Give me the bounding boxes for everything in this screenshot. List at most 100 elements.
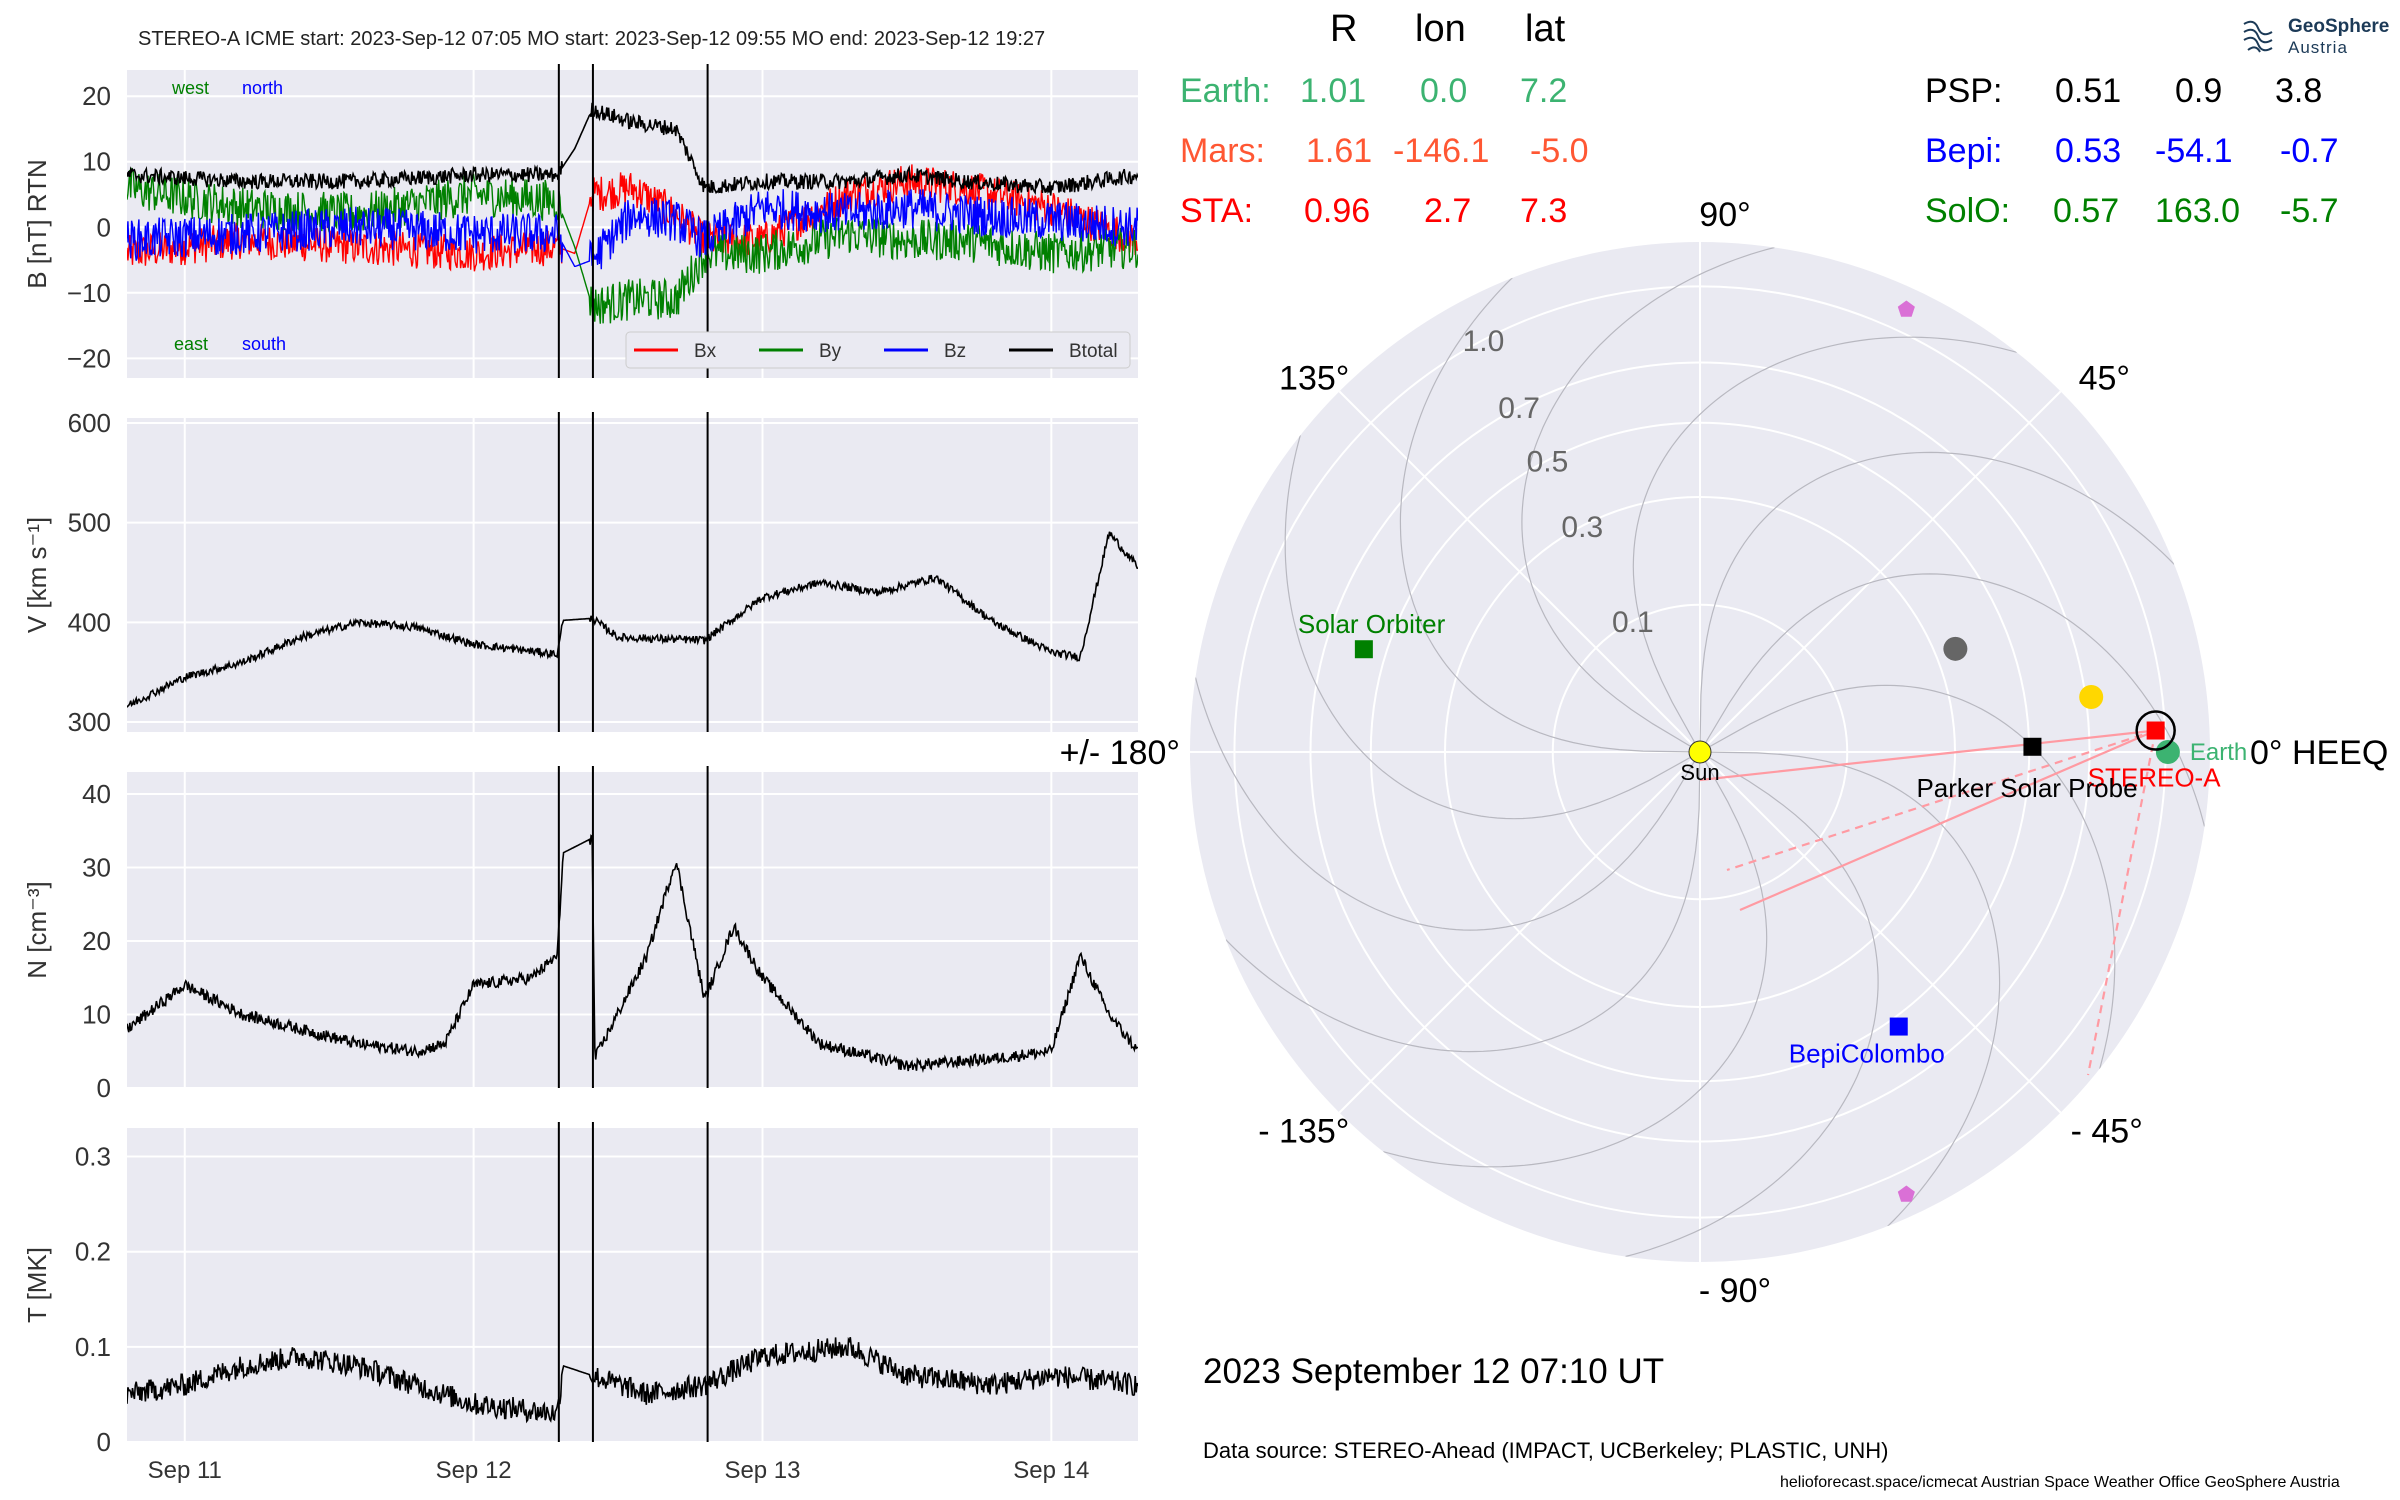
series-line-bz [127, 189, 1138, 270]
x-tick-label: Sep 13 [724, 1457, 800, 1484]
panel-n: 0 10 20 30 40 N [cm⁻³] [22, 766, 1138, 1103]
radial-label: 0.1 [1612, 606, 1654, 639]
parker-spiral [1225, 751, 1701, 1053]
marker-sun [1688, 740, 1712, 764]
stereo-a-ring [2135, 710, 2176, 751]
sta-name: STA: [1180, 192, 1254, 230]
y-tick-label: 600 [68, 408, 111, 438]
legend-box [625, 331, 1131, 369]
fov-line [1739, 729, 2157, 912]
series-line-t [127, 1336, 1138, 1424]
geosphere-logo: GeoSphere Austria [2238, 12, 2389, 62]
parker-spiral [1625, 751, 1879, 1258]
data-source: Data source: STEREO-Ahead (IMPACT, UCBer… [1203, 1438, 1889, 1463]
series-line-n [127, 834, 1138, 1074]
label-earth: Earth [2190, 739, 2247, 766]
radial-label: 0.7 [1498, 392, 1540, 425]
solo-lon: 163.0 [2155, 192, 2241, 230]
marker-planet [2079, 685, 2104, 710]
y-tick-label: 10 [82, 147, 111, 177]
radial-label: 1.0 [1463, 325, 1505, 358]
x-tick-label: Sep 12 [436, 1457, 512, 1484]
radial-label: 0.5 [1527, 445, 1569, 478]
angular-gridline [1338, 751, 1701, 1114]
marker-parker-solar-probe [2023, 737, 2042, 756]
bepi-lon: -54.1 [2155, 132, 2233, 170]
fov-line [2086, 730, 2157, 1076]
angular-gridline [1338, 390, 1701, 753]
annotation-south: south [242, 334, 286, 354]
label-bepicolombo: BepiColombo [1789, 1039, 1945, 1069]
marker-solar-orbiter [1354, 640, 1373, 659]
psp-r: 0.51 [2055, 72, 2122, 110]
solo-lat: -5.7 [2280, 192, 2339, 230]
angle-label: 90° [1699, 196, 1750, 234]
earth-r: 1.01 [1300, 72, 1367, 110]
plot-timestamp: 2023 September 12 07:10 UT [1203, 1352, 1665, 1391]
y-tick-label: 0 [97, 1427, 111, 1457]
parker-spiral [1699, 573, 2206, 827]
solo-name: SolO: [1925, 192, 2011, 230]
y-tick-label: 40 [82, 779, 111, 809]
y-tick-label: 400 [68, 607, 111, 637]
y-tick-label: 0 [97, 1073, 111, 1103]
earth-name: Earth: [1180, 72, 1271, 110]
angle-label: - 90° [1699, 1272, 1771, 1310]
x-tick-label: Sep 11 [148, 1457, 222, 1484]
logo-subtitle: Austria [2288, 38, 2348, 57]
parker-spiral [1521, 246, 1775, 753]
parker-spiral [1194, 677, 1701, 931]
annotation-north: north [242, 78, 283, 98]
angle-label: 45° [2079, 359, 2130, 397]
parker-spiral [1699, 751, 2001, 1227]
angle-label: +/- 180° [1060, 734, 1180, 772]
angle-label: - 135° [1258, 1113, 1349, 1151]
geosphere-logo-mark-icon [2243, 20, 2273, 53]
parker-spiral [1699, 451, 2175, 753]
marker-violet-pentagon [1897, 1185, 1915, 1202]
bepi-lat: -0.7 [2280, 132, 2339, 170]
marker-stereo-a [2146, 721, 2165, 740]
panel-background [127, 418, 1138, 732]
angle-label: 135° [1279, 359, 1349, 397]
marker-planet [1943, 636, 1968, 661]
timeseries-header: STEREO-A ICME start: 2023-Sep-12 07:05 M… [138, 28, 1046, 50]
y-axis-label: T [MK] [22, 1247, 52, 1323]
psp-name: PSP: [1925, 72, 2003, 110]
legend: Bx By Bz Btotal [625, 331, 1131, 369]
label-solar-orbiter: Solar Orbiter [1298, 609, 1446, 639]
sta-lat: 7.3 [1520, 192, 1568, 230]
footer-credits: helioforecast.space/icmecat Austrian Spa… [1780, 1474, 2340, 1491]
table-header-r: R [1330, 8, 1358, 50]
y-tick-label: 10 [82, 1000, 111, 1030]
y-tick-label: 30 [82, 853, 111, 883]
y-axis-label: B [nT] RTN [22, 159, 52, 289]
psp-lat: 3.8 [2275, 72, 2323, 110]
mars-lat: -5.0 [1530, 132, 1589, 170]
legend-label-bz: Bz [944, 341, 966, 362]
y-tick-label: −10 [67, 278, 111, 308]
mars-r: 1.61 [1306, 132, 1373, 170]
parker-spiral [1383, 751, 1768, 1168]
panel-background [127, 772, 1138, 1088]
marker-violet-pentagon [1897, 300, 1915, 317]
angular-gridline [1699, 751, 2062, 1114]
parker-spiral [1399, 277, 1701, 753]
parker-spiral [1699, 684, 2116, 1069]
series-line-bx [127, 164, 1138, 272]
panel-b: −20 −10 0 10 20 B [nT] RTN [22, 64, 1138, 378]
y-tick-label: 500 [68, 508, 111, 538]
solo-r: 0.57 [2053, 192, 2120, 230]
marker-bepicolombo [1889, 1017, 1908, 1036]
angle-label: - 45° [2071, 1113, 2143, 1151]
table-header-lat: lat [1525, 8, 1566, 50]
legend-label-bx: Bx [694, 341, 717, 362]
x-tick-label: Sep 14 [1013, 1457, 1089, 1484]
psp-lon: 0.9 [2175, 72, 2223, 110]
y-axis-label: V [km s⁻¹] [22, 517, 52, 633]
mars-lon: -146.1 [1393, 132, 1490, 170]
legend-label-btotal: Btotal [1069, 341, 1118, 362]
fov-line [1699, 729, 2156, 782]
polar-orbit-plot: 0.1 0.3 0.5 0.7 1.0 0° HEEQ 45° 90° 135° +/- 180°… [1060, 196, 2389, 1310]
y-tick-label: 0.3 [75, 1142, 111, 1172]
